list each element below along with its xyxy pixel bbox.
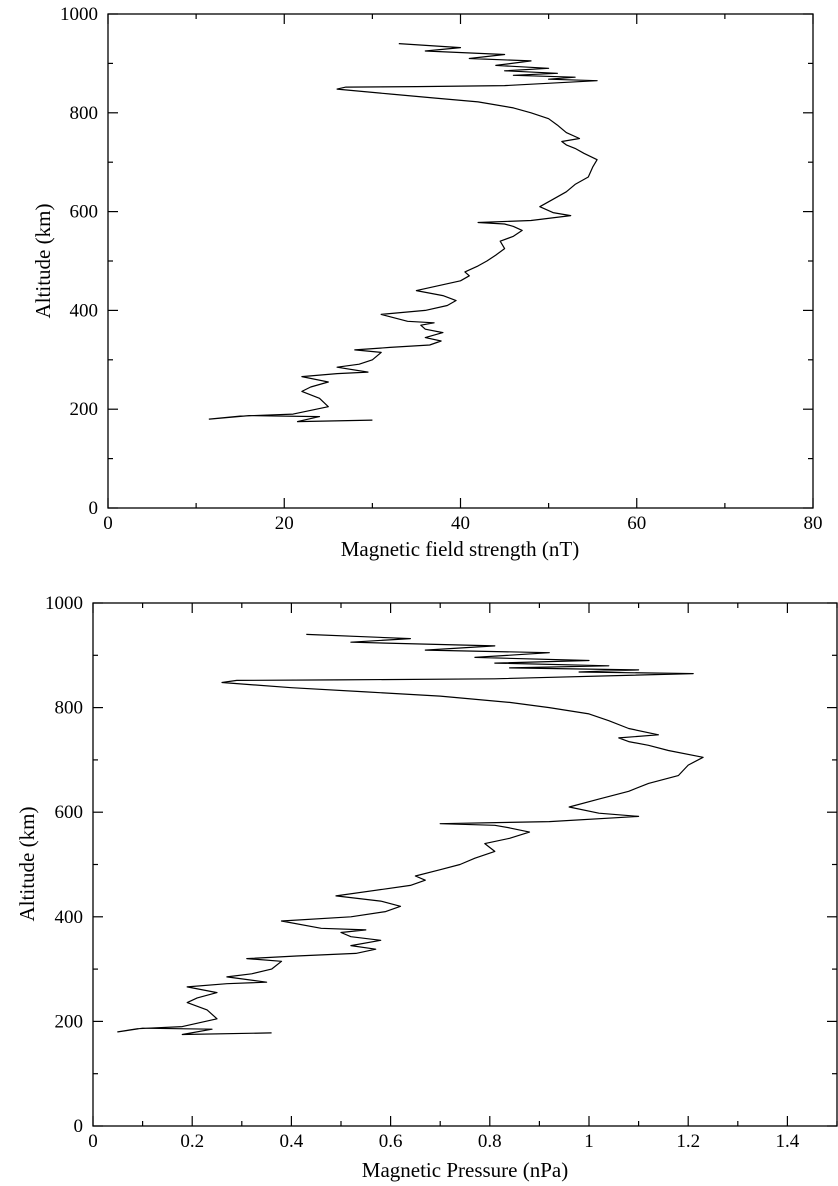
x-tick-label: 1.4 bbox=[776, 1131, 800, 1152]
y-tick-label: 400 bbox=[55, 907, 84, 928]
y-tick-label: 400 bbox=[70, 300, 99, 321]
y-tick-label: 800 bbox=[55, 698, 84, 719]
x-tick-label: 0.8 bbox=[478, 1131, 502, 1152]
y-tick-label: 200 bbox=[55, 1011, 84, 1032]
tick-marks bbox=[92, 602, 838, 1127]
x-tick-label: 80 bbox=[804, 513, 823, 534]
x-tick-label: 0 bbox=[103, 513, 113, 534]
y-tick-label: 800 bbox=[70, 103, 99, 124]
x-tick-label: 1 bbox=[584, 1131, 594, 1152]
x-tick-label: 60 bbox=[627, 513, 646, 534]
x-tick-label: 0 bbox=[88, 1131, 98, 1152]
tick-labels: 0 0.2 0.4 0.6 0.8 1 1.2 1.4 0 200 400 600 800 1000 bbox=[45, 593, 800, 1152]
x-tick-label: 0.4 bbox=[280, 1131, 304, 1152]
magnetic-pressure-series-line bbox=[117, 633, 704, 1036]
y-tick-label: 1000 bbox=[45, 593, 83, 614]
y-tick-label: 0 bbox=[74, 1116, 84, 1137]
y-axis-title: Altitude (km) bbox=[15, 807, 39, 922]
x-tick-label: 40 bbox=[451, 513, 470, 534]
x-axis-title: Magnetic Pressure (nPa) bbox=[362, 1158, 568, 1182]
x-tick-label: 20 bbox=[275, 513, 294, 534]
x-tick-label: 0.6 bbox=[379, 1131, 403, 1152]
plot-frame bbox=[107, 13, 814, 509]
tick-marks bbox=[107, 13, 814, 509]
x-axis-title: Magnetic field strength (nT) bbox=[341, 537, 580, 561]
x-tick-label: 1.2 bbox=[676, 1131, 700, 1152]
chart-magnetic-pressure: 0 0.2 0.4 0.6 0.8 1 1.2 1.4 0 200 400 600 800 1000 Ma… bbox=[15, 593, 838, 1182]
y-tick-label: 1000 bbox=[60, 4, 98, 25]
y-tick-label: 600 bbox=[70, 202, 99, 223]
y-axis-title: Altitude (km) bbox=[31, 204, 55, 319]
plot-frame bbox=[92, 602, 838, 1127]
field-strength-series-line bbox=[208, 43, 598, 423]
y-tick-label: 200 bbox=[70, 399, 99, 420]
x-tick-label: 0.2 bbox=[180, 1131, 204, 1152]
y-tick-label: 0 bbox=[89, 498, 99, 519]
y-tick-label: 600 bbox=[55, 802, 84, 823]
